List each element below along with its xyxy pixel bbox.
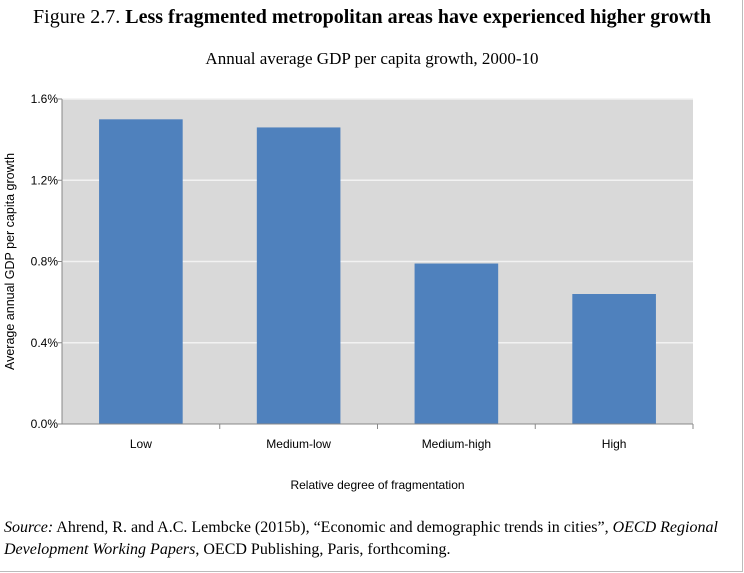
y-tick-label: 0.4% (31, 336, 59, 350)
bar-high (572, 294, 656, 424)
x-tick-label: Low (130, 437, 152, 451)
chart-subtitle: Annual average GDP per capita growth, 20… (205, 49, 539, 68)
bar-medium-low (256, 127, 341, 424)
source-text-1: Ahrend, R. and A.C. Lembcke (2015b), “Ec… (53, 519, 613, 536)
bar-low (99, 119, 183, 424)
figure-title: Figure 2.7. Less fragmented metropolitan… (0, 6, 742, 29)
y-tick-label: 1.2% (31, 173, 59, 187)
x-axis-label: Relative degree of fragmentation (290, 478, 464, 492)
x-tick-label: High (602, 437, 627, 451)
figure-title-text: Less fragmented metropolitan areas have … (125, 6, 711, 28)
y-axis-label: Average annual GDP per capita growth (3, 153, 17, 370)
x-tick-label: Medium-high (422, 437, 491, 451)
y-tick-label: 0.8% (31, 255, 59, 269)
source-label: Source: (4, 519, 54, 536)
figure-number: Figure 2.7. (33, 6, 121, 28)
x-tick-label: Medium-low (266, 437, 331, 451)
y-tick-label: 0.0% (31, 417, 59, 431)
y-tick-label: 1.6% (31, 92, 59, 106)
bar-medium-high (414, 263, 499, 424)
source-text-2: , OECD Publishing, Paris, forthcoming. (195, 541, 451, 558)
source-series: OECD Regional Development Working Papers (4, 519, 718, 558)
source-note: Source: Ahrend, R. and A.C. Lembcke (201… (4, 517, 740, 561)
